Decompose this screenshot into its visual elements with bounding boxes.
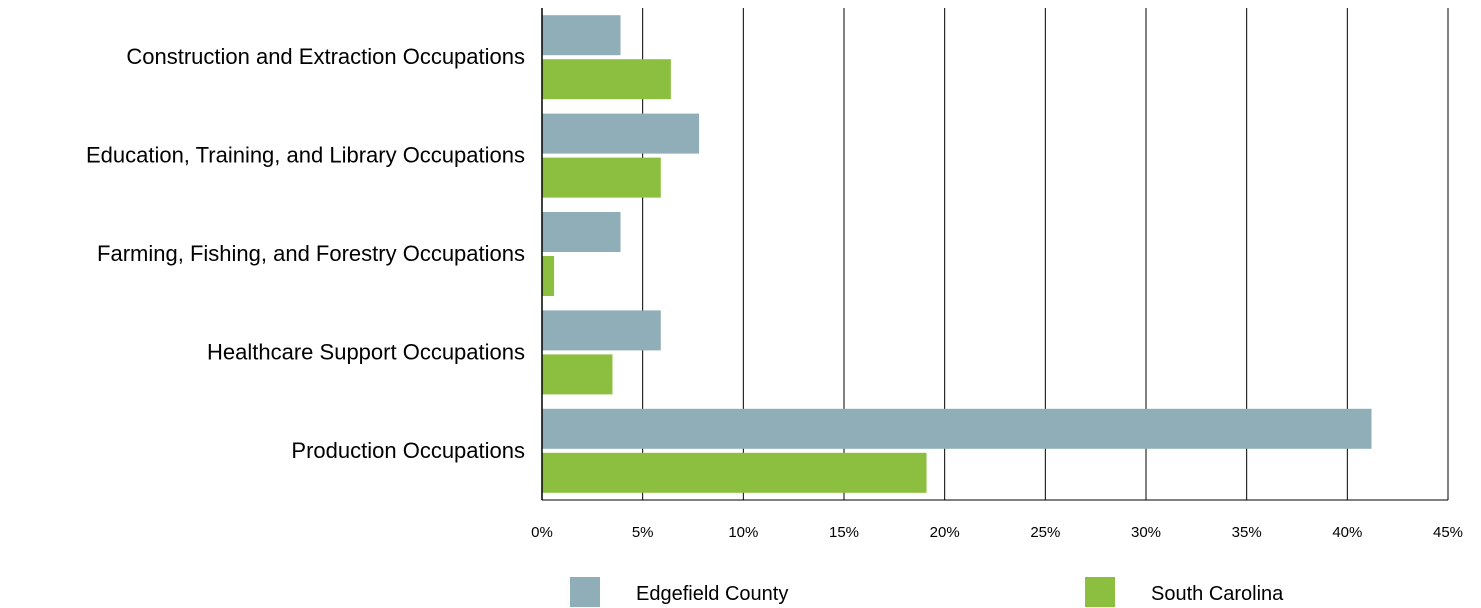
bar bbox=[542, 59, 671, 100]
x-tick-label: 30% bbox=[1131, 524, 1161, 541]
category-label: Healthcare Support Occupations bbox=[207, 339, 525, 364]
legend-label: South Carolina bbox=[1151, 583, 1284, 605]
x-tick-label: 45% bbox=[1433, 524, 1463, 541]
x-tick-label: 40% bbox=[1332, 524, 1362, 541]
category-labels: Construction and Extraction Occupations E… bbox=[86, 44, 525, 463]
legend-label: Edgefield County bbox=[636, 583, 788, 605]
x-tick-label: 10% bbox=[728, 524, 758, 541]
category-label: Education, Training, and Library Occupat… bbox=[86, 143, 525, 168]
bar bbox=[542, 256, 555, 296]
x-tick-label: 5% bbox=[632, 524, 654, 541]
bar bbox=[542, 157, 661, 198]
x-tick-labels: 0% 5% 10% 15% 20% 25% 30% 35% 40% 45% bbox=[531, 524, 1463, 541]
bar bbox=[542, 113, 700, 154]
legend: Edgefield County South Carolina bbox=[570, 577, 1284, 607]
category-label: Farming, Fishing, and Forestry Occupatio… bbox=[97, 241, 525, 266]
x-tick-label: 25% bbox=[1030, 524, 1060, 541]
gridlines bbox=[642, 8, 1449, 500]
x-tick-label: 0% bbox=[531, 524, 553, 541]
bar bbox=[542, 408, 1372, 449]
legend-swatch bbox=[1085, 577, 1115, 607]
bars bbox=[542, 15, 1372, 493]
bar bbox=[542, 452, 927, 493]
x-tick-label: 35% bbox=[1232, 524, 1262, 541]
bar bbox=[542, 354, 613, 395]
legend-swatch bbox=[570, 577, 600, 607]
bar bbox=[542, 310, 661, 351]
category-label: Construction and Extraction Occupations bbox=[126, 44, 525, 69]
category-label: Production Occupations bbox=[291, 438, 525, 463]
x-tick-label: 20% bbox=[930, 524, 960, 541]
axes bbox=[541, 8, 1448, 501]
bar bbox=[542, 15, 621, 56]
bar bbox=[542, 212, 621, 252]
x-tick-label: 15% bbox=[829, 524, 859, 541]
